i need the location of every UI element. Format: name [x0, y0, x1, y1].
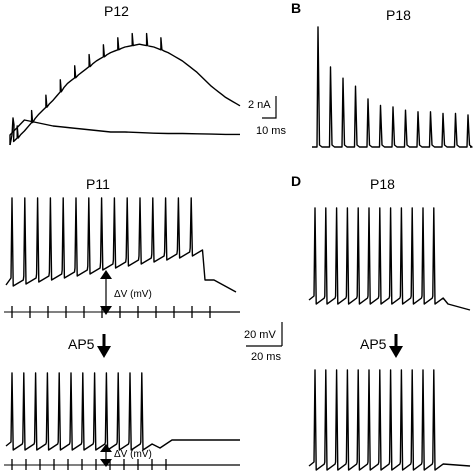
scale-label-10ms: 10 ms — [256, 125, 286, 137]
trace-p11-ap5 — [5, 372, 240, 451]
trace-p12-main — [9, 32, 241, 146]
delta-v-marker-p11 — [100, 270, 240, 315]
trace-p11-voltage — [5, 197, 237, 293]
panel-b-label: B — [291, 0, 301, 16]
panel-d-label: D — [291, 173, 301, 189]
trace-p18-ap5 — [308, 369, 471, 471]
scale-label-2na: 2 nA — [248, 99, 271, 111]
title-p18-bottom: P18 — [370, 176, 395, 192]
ap5-label-right: AP5 — [360, 336, 387, 352]
scale-bar-current — [262, 96, 277, 119]
delta-v-label-ap5: ΔV (mV) — [114, 449, 152, 460]
ap5-label-left: AP5 — [68, 336, 95, 352]
trace-p18-current — [312, 26, 473, 148]
trace-p18-voltage — [308, 207, 471, 311]
scale-label-20ms: 20 ms — [251, 351, 281, 363]
arrow-down-icon — [97, 334, 111, 358]
title-p18-top: P18 — [386, 7, 411, 23]
arrow-down-icon — [389, 334, 403, 358]
trace-p12-baseline — [9, 119, 240, 145]
scale-bar-voltage — [246, 322, 283, 347]
delta-v-label-p11: ΔV (mV) — [114, 289, 152, 300]
scale-label-20mv: 20 mV — [244, 329, 276, 341]
delta-v-marker-ap5 — [100, 444, 240, 467]
title-p12: P12 — [104, 3, 129, 19]
title-p11: P11 — [86, 176, 110, 192]
